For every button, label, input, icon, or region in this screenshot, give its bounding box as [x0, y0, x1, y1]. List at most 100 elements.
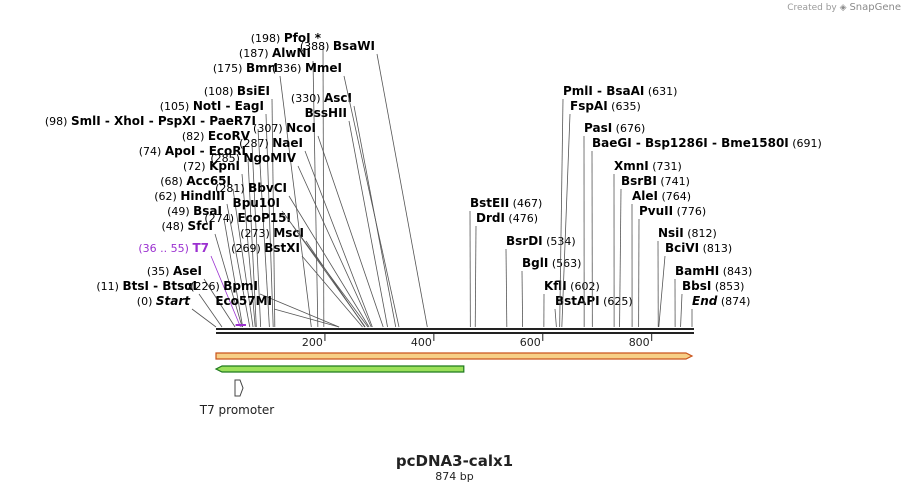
site-label: BssHII: [305, 106, 347, 120]
site-leader: [273, 308, 340, 328]
site-leader: [223, 218, 244, 328]
plasmid-length: 874 bp: [435, 470, 474, 483]
site-leader: [521, 270, 524, 328]
site-leader: [559, 98, 564, 328]
site-leader: [376, 53, 428, 328]
site-leader: [317, 135, 384, 328]
site-label: (0) Start: [137, 294, 191, 308]
site-leader: [259, 293, 340, 328]
credit-brand: SnapGene: [849, 2, 901, 13]
site-label: (274) EcoP15I: [204, 211, 291, 225]
site-leader: [198, 293, 223, 328]
site-leader: [561, 113, 571, 328]
credit-prefix: Created by: [787, 3, 837, 13]
site-label: (287) NaeI: [239, 136, 303, 150]
site-leader: [247, 158, 257, 328]
site-label: DrdI (476): [476, 211, 538, 225]
site-leader: [619, 188, 622, 328]
axis-tick-label: 200: [302, 336, 323, 349]
site-label: (68) Acc65I: [160, 174, 231, 188]
site-label: (187) AlwNI: [239, 46, 311, 60]
site-leader: [348, 120, 388, 328]
site-leader: [281, 210, 369, 328]
site-leader: [505, 248, 508, 328]
axis-tick-label: 800: [629, 336, 650, 349]
site-leader: [257, 128, 270, 328]
site-leader: [343, 75, 400, 328]
plasmid-title: pcDNA3-calx1: [395, 452, 514, 470]
site-label: (98) SmlI - XhoI - PspXI - PaeR7I: [45, 114, 256, 128]
site-label: (388) BsaWI: [300, 39, 375, 53]
axis-tick-label: 600: [520, 336, 541, 349]
promoter-arrow-icon: [234, 379, 244, 397]
site-leader: [265, 113, 274, 328]
site-label: BamHI (843): [675, 264, 752, 278]
site-label: Bpu10I: [233, 196, 280, 210]
site-label: (198) PfoI *: [251, 31, 322, 45]
site-label: (330) AscI: [291, 91, 352, 105]
site-label: (36 .. 55) T7: [138, 241, 209, 255]
site-label: (35) AseI: [147, 264, 202, 278]
site-leader: [304, 150, 373, 328]
site-label: (336) MmeI: [272, 61, 342, 75]
site-label: FspAI (635): [570, 99, 641, 113]
site-label: BglI (563): [522, 256, 581, 270]
site-leader: [241, 173, 256, 328]
site-label: End (874): [692, 294, 750, 308]
site-label: XmnI (731): [614, 159, 682, 173]
site-label: BbsI (853): [682, 279, 744, 293]
site-leader: [251, 143, 262, 328]
site-label: BsrBI (741): [621, 174, 690, 188]
snapgene-credit: Created by ◈ SnapGene: [787, 2, 901, 13]
site-label: (82) EcoRV: [182, 129, 251, 143]
axis-tick-label: 400: [411, 336, 432, 349]
site-leader: [322, 45, 325, 328]
site-label: Eco57MI: [215, 294, 272, 308]
site-label: (281) BbvCI: [215, 181, 287, 195]
site-label: (62) HindIII: [154, 189, 225, 203]
site-label: AleI (764): [632, 189, 691, 203]
site-label: (108) BsiEI: [204, 84, 270, 98]
site-label: (49) BsaI: [167, 204, 222, 218]
site-leader: [226, 203, 251, 328]
site-label: (273) MscI: [240, 226, 304, 240]
site-label: BstAPI (625): [555, 294, 633, 308]
site-leader: [312, 60, 319, 328]
site-label: KflI (602): [544, 279, 600, 293]
site-label: BstEII (467): [470, 196, 542, 210]
site-leader: [554, 308, 557, 328]
site-leader: [214, 233, 243, 328]
site-leader: [474, 225, 477, 328]
site-label: PvuII (776): [639, 204, 706, 218]
site-leader: [680, 293, 683, 328]
site-label: BaeGI - Bsp1286I - Bme1580I (691): [592, 136, 822, 150]
promoter-label: T7 promoter: [199, 403, 275, 417]
site-label: (175) BmrI: [213, 61, 278, 75]
site-leader: [271, 98, 276, 328]
site-label: (74) ApoI - EcoRI: [139, 144, 246, 158]
site-label: (226) BpmI: [190, 279, 258, 293]
site-label: (269) BstXI: [231, 241, 300, 255]
feature-orange-arrow: [215, 352, 694, 360]
feature-green-arrow: [214, 365, 465, 373]
site-label: (307) NcoI: [253, 121, 316, 135]
site-leader: [279, 75, 312, 328]
site-leader: [292, 225, 366, 328]
snapgene-logo-icon: ◈: [839, 3, 847, 13]
site-label: BsrDI (534): [506, 234, 576, 248]
site-leader: [232, 188, 254, 328]
site-leader: [288, 195, 370, 328]
site-label: (48) SfcI: [161, 219, 213, 233]
site-label: (11) BtsI - BtsαI: [96, 279, 197, 293]
site-leader: [210, 255, 241, 328]
site-label: (285) NgoMIV: [210, 151, 296, 165]
site-label: PasI (676): [584, 121, 645, 135]
site-label: PmlI - BsaAI (631): [563, 84, 677, 98]
site-label: (105) NotI - EagI: [160, 99, 264, 113]
site-label: (72) KpnI: [183, 159, 240, 173]
site-leader: [191, 308, 217, 328]
site-label: NsiI (812): [658, 226, 717, 240]
site-leader: [297, 165, 372, 328]
site-leader: [203, 278, 236, 328]
